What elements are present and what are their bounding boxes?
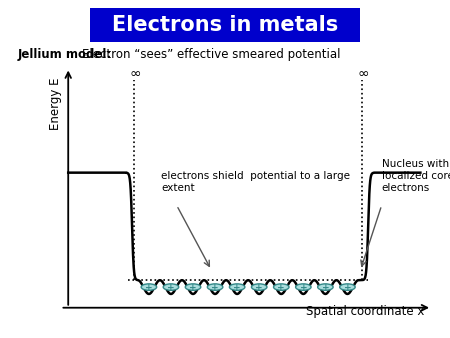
Text: +: + xyxy=(167,283,175,292)
Ellipse shape xyxy=(207,284,223,290)
Ellipse shape xyxy=(252,284,267,290)
Text: $\infty$: $\infty$ xyxy=(129,66,141,80)
Ellipse shape xyxy=(163,284,179,290)
Ellipse shape xyxy=(274,284,289,290)
Text: Electrons in metals: Electrons in metals xyxy=(112,15,338,35)
Ellipse shape xyxy=(318,284,333,290)
Text: Energy E: Energy E xyxy=(49,78,62,130)
Ellipse shape xyxy=(230,284,245,290)
Text: +: + xyxy=(189,283,197,292)
Text: +: + xyxy=(234,283,241,292)
Text: +: + xyxy=(300,283,307,292)
Text: +: + xyxy=(278,283,285,292)
Text: Jellium model:: Jellium model: xyxy=(18,48,112,61)
Text: +: + xyxy=(322,283,329,292)
Text: Electron “sees” effective smeared potential: Electron “sees” effective smeared potent… xyxy=(82,48,341,61)
Text: +: + xyxy=(344,283,351,292)
Text: +: + xyxy=(145,283,153,292)
Text: +: + xyxy=(211,283,219,292)
Text: +: + xyxy=(256,283,263,292)
Text: electrons shield  potential to a large
extent: electrons shield potential to a large ex… xyxy=(161,171,350,193)
Ellipse shape xyxy=(141,284,157,290)
Text: Spatial coordinate x: Spatial coordinate x xyxy=(306,305,424,318)
Ellipse shape xyxy=(296,284,311,290)
Text: $\infty$: $\infty$ xyxy=(357,66,369,80)
Ellipse shape xyxy=(340,284,355,290)
Text: Nucleus with
localized core
electrons: Nucleus with localized core electrons xyxy=(382,160,450,193)
Ellipse shape xyxy=(185,284,201,290)
